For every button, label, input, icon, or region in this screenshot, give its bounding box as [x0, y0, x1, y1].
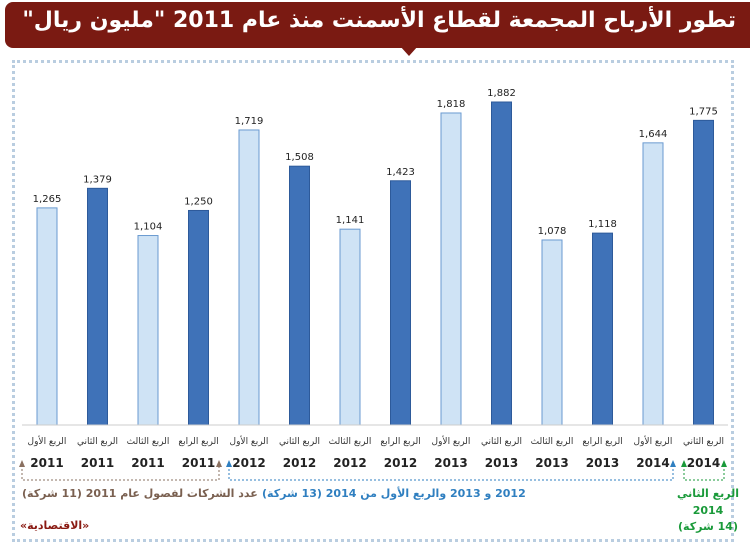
note-q2-2014-count: (14 شركة) — [678, 520, 738, 533]
x-tick-year: 2011 — [30, 456, 64, 470]
bar — [440, 112, 462, 426]
data-label: 1,882 — [487, 88, 516, 99]
bar — [87, 187, 108, 426]
bar — [289, 165, 310, 426]
bar — [238, 129, 260, 426]
group-bracket — [228, 465, 674, 481]
x-tick-year: 2013 — [434, 456, 468, 470]
x-tick-quarter: الربع الأول — [633, 437, 673, 447]
x-tick-quarter: الربع الثاني — [682, 437, 725, 447]
arrow-up-icon — [19, 460, 25, 467]
data-label: 1,078 — [538, 226, 567, 237]
bar — [36, 207, 58, 426]
x-tick-quarter: الربع الرابع — [380, 437, 421, 447]
bar — [137, 235, 159, 426]
group-bracket — [21, 465, 220, 481]
x-tick-quarter: الربع الرابع — [582, 437, 623, 447]
x-tick-quarter: الربع الأول — [27, 437, 67, 447]
title-banner — [5, 2, 750, 48]
x-tick-quarter: الربع الرابع — [178, 437, 219, 447]
bar — [188, 209, 209, 426]
x-tick-year: 2012 — [333, 456, 367, 470]
bar — [390, 180, 411, 426]
bar — [491, 101, 512, 426]
data-label: 1,379 — [83, 174, 112, 185]
x-tick-quarter: الربع الأول — [431, 437, 471, 447]
bar — [642, 142, 664, 426]
data-label: 1,508 — [285, 152, 314, 163]
x-tick-quarter: الربع الثالث — [126, 437, 170, 447]
note-q2-2014-year: 2014 — [692, 504, 724, 517]
arrow-up-icon — [670, 460, 676, 467]
x-tick-year: 2013 — [535, 456, 569, 470]
bar — [592, 232, 613, 426]
arrow-up-icon — [216, 460, 222, 467]
arrow-up-icon — [721, 460, 727, 467]
data-label: 1,141 — [336, 215, 365, 226]
note-2012-2014: 2012 و 2013 والربع الأول من 2014 (13 شرك… — [262, 487, 526, 500]
bar — [339, 228, 361, 426]
x-tick-year: 2012 — [232, 456, 266, 470]
x-tick-year: 2014 — [686, 456, 721, 470]
data-label: 1,775 — [689, 106, 718, 117]
chart-frame — [12, 60, 734, 542]
x-tick-year: 2012 — [383, 456, 418, 470]
data-label: 1,818 — [437, 99, 466, 110]
source-logo: «الاقتصادية» — [20, 519, 90, 532]
x-tick-quarter: الربع الثالث — [328, 437, 372, 447]
x-tick-year: 2012 — [282, 456, 317, 470]
arrow-up-icon — [681, 460, 687, 467]
x-tick-year: 2011 — [181, 456, 216, 470]
x-tick-year: 2013 — [484, 456, 519, 470]
data-label: 1,104 — [134, 222, 163, 233]
bar — [541, 239, 563, 426]
data-label: 1,423 — [386, 167, 415, 178]
x-tick-quarter: الربع الأول — [229, 437, 269, 447]
data-label: 1,265 — [33, 194, 62, 205]
note-q2-2014-title: الربع الثاني — [677, 487, 739, 500]
banner-pointer — [400, 46, 418, 56]
data-label: 1,644 — [639, 129, 668, 140]
x-tick-quarter: الربع الثاني — [480, 437, 523, 447]
x-tick-year: 2013 — [585, 456, 620, 470]
x-tick-year: 2014 — [636, 456, 670, 470]
x-tick-year: 2011 — [131, 456, 165, 470]
chart-title: تطور الأرباح المجمعة لقطاع الأسمنت منذ ع… — [22, 8, 736, 33]
arrow-up-icon — [226, 460, 232, 467]
data-label: 1,250 — [184, 196, 213, 207]
x-tick-quarter: الربع الثاني — [76, 437, 119, 447]
x-tick-year: 2011 — [80, 456, 115, 470]
data-label: 1,719 — [235, 116, 264, 127]
x-tick-quarter: الربع الثاني — [278, 437, 321, 447]
x-tick-quarter: الربع الثالث — [530, 437, 574, 447]
bar — [693, 119, 714, 426]
data-label: 1,118 — [588, 219, 617, 230]
note-2011: عدد الشركات لفصول عام 2011 (11 شركة) — [22, 487, 258, 500]
